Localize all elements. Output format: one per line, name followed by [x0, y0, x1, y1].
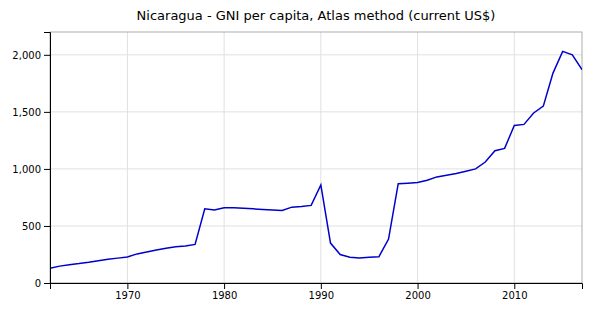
tick-mark [127, 283, 128, 289]
chart-title: Nicaragua - GNI per capita, Atlas method… [137, 8, 496, 23]
marks [50, 51, 582, 268]
tick: 1990 [309, 283, 334, 301]
tick-mark [514, 283, 515, 289]
tick: 1,000 [12, 164, 50, 175]
tick: 2000 [405, 283, 430, 301]
tick-label: 0 [35, 278, 41, 289]
tick-mark [44, 112, 50, 113]
axis-line [51, 284, 583, 290]
tick-mark [418, 283, 419, 289]
tick: 1,500 [12, 107, 50, 118]
grid-line-x [417, 32, 418, 283]
tick-label: 2,000 [12, 50, 41, 61]
axis-line [44, 33, 51, 284]
data-line [50, 51, 582, 268]
grid-line-x [320, 32, 321, 283]
tick-label: 1,000 [12, 164, 41, 175]
tick-label: 500 [22, 221, 41, 232]
grid-line-x [514, 32, 515, 283]
tick-label: 2000 [405, 290, 430, 301]
tick-mark [44, 226, 50, 227]
tick: 1970 [115, 283, 140, 301]
chart-container: 1970 1980 1990 2000 2010 0 500 1,000 1,500 2,000 N… [0, 0, 600, 315]
tick-mark [224, 283, 225, 289]
y-axis: 0 500 1,000 1,500 2,000 [12, 33, 50, 289]
tick-mark [44, 55, 50, 56]
tick-label: 2010 [502, 290, 527, 301]
plot-area: 1970 1980 1990 2000 2010 0 500 1,000 1,500 2,000 [12, 32, 582, 301]
grid-line-y [50, 54, 582, 55]
tick-label: 1980 [212, 290, 237, 301]
tick: 2,000 [12, 50, 50, 61]
tick-label: 1970 [115, 290, 140, 301]
tick-label: 1990 [309, 290, 334, 301]
grid-line-y [50, 111, 582, 112]
grid-line-y [50, 168, 582, 169]
tick-mark [44, 169, 50, 170]
tick-mark [44, 283, 50, 284]
tick: 0 [35, 278, 50, 289]
tick: 500 [22, 221, 50, 232]
tick: 1980 [212, 283, 237, 301]
grid-line-y [50, 225, 582, 226]
x-axis: 1970 1980 1990 2000 2010 [51, 283, 583, 301]
tick: 2010 [502, 283, 527, 301]
plot-frame [50, 32, 582, 283]
tick-label: 1,500 [12, 107, 41, 118]
chart-svg: 1970 1980 1990 2000 2010 0 500 1,000 1,500 2,000 N… [0, 0, 600, 315]
grid [50, 32, 582, 283]
grid-line-x [224, 32, 225, 283]
tick-mark [321, 283, 322, 289]
grid-line-x [127, 32, 128, 283]
